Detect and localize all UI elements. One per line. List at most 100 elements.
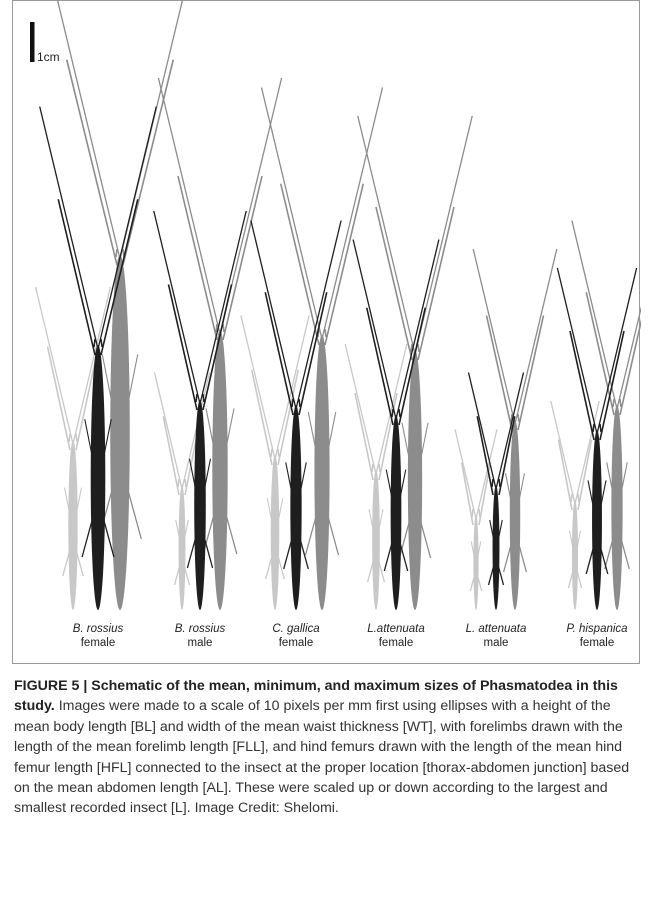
insect <box>34 286 112 610</box>
forelimb <box>279 183 320 346</box>
antenna <box>556 267 598 435</box>
mid-leg <box>475 541 482 566</box>
hind-leg <box>502 530 516 573</box>
forelimb <box>162 416 180 496</box>
hind-leg <box>72 538 84 577</box>
antenna <box>295 220 342 410</box>
hind-leg <box>97 498 115 558</box>
forelimb <box>46 346 71 451</box>
antenna <box>250 220 297 410</box>
caption: FIGURE 5 | Schematic of the mean, minimu… <box>14 676 640 819</box>
antenna <box>39 106 99 350</box>
hind-leg <box>119 460 142 540</box>
mid-leg <box>321 411 337 481</box>
forelimb <box>375 206 413 361</box>
antenna <box>97 106 157 350</box>
insect <box>352 239 440 610</box>
antenna <box>395 239 440 420</box>
hind-leg <box>186 521 201 569</box>
insect <box>550 400 600 610</box>
antenna <box>475 429 498 520</box>
antenna <box>375 343 408 475</box>
hind-leg <box>585 534 598 575</box>
antenna <box>472 248 516 425</box>
insect <box>157 77 283 610</box>
hind-leg <box>469 569 477 592</box>
forelimb <box>122 59 175 266</box>
antenna <box>157 77 221 335</box>
insect <box>357 115 473 610</box>
mid-leg <box>219 408 235 479</box>
antenna <box>56 0 121 260</box>
mid-leg <box>596 480 607 526</box>
antenna <box>616 305 641 410</box>
antenna <box>153 372 183 490</box>
head <box>570 493 580 503</box>
body <box>473 515 479 610</box>
mid-leg <box>205 408 221 479</box>
mid-leg <box>119 354 139 444</box>
body <box>571 500 579 610</box>
species-label: P. hispanica <box>566 623 627 635</box>
body <box>178 485 186 610</box>
insect <box>344 343 408 610</box>
scale-label: 1cm <box>37 50 60 64</box>
body <box>212 330 228 610</box>
mid-leg <box>375 509 384 545</box>
hind-leg <box>283 523 297 570</box>
insects <box>34 0 641 610</box>
figure: 1cm B. rossius female B. rossius male C. gal… <box>12 0 641 664</box>
body <box>492 485 500 610</box>
mid-leg <box>414 422 429 488</box>
body <box>407 350 423 610</box>
scale-bar <box>30 22 35 62</box>
body <box>290 405 302 610</box>
forelimb <box>365 307 394 426</box>
hind-leg <box>274 544 285 580</box>
antenna <box>181 372 211 490</box>
antenna <box>352 239 397 420</box>
hind-leg <box>62 538 74 577</box>
antenna <box>153 210 201 405</box>
sex-label: female <box>379 637 414 649</box>
hind-leg <box>295 523 309 570</box>
forelimb <box>100 199 139 356</box>
antenna <box>574 400 600 505</box>
hind-leg <box>514 530 528 573</box>
species-label: B. rossius <box>73 623 124 635</box>
forelimb <box>577 439 593 511</box>
mid-leg <box>606 462 618 514</box>
antenna <box>550 400 576 505</box>
hind-leg <box>495 557 505 586</box>
hind-leg <box>366 551 377 583</box>
forelimb <box>202 284 233 411</box>
mid-leg <box>489 519 497 552</box>
head <box>195 393 205 403</box>
hind-leg <box>596 534 609 575</box>
body <box>314 335 330 610</box>
hind-leg <box>265 544 276 580</box>
mid-leg <box>285 462 297 514</box>
mid-leg <box>616 462 628 514</box>
antenna <box>514 248 558 425</box>
mid-leg <box>274 498 284 538</box>
forelimb <box>250 369 273 466</box>
forelimb <box>417 206 455 361</box>
sex-label: female <box>81 637 116 649</box>
antenna <box>495 372 525 490</box>
mid-leg <box>97 419 112 486</box>
body <box>110 255 130 610</box>
forelimb <box>517 315 545 431</box>
species-label: C. gallica <box>272 623 319 635</box>
mid-leg <box>295 462 307 514</box>
head <box>68 433 78 443</box>
antenna <box>344 343 377 475</box>
body <box>194 400 206 610</box>
forelimb <box>65 59 118 266</box>
insect <box>472 248 558 610</box>
head <box>612 398 622 408</box>
mid-leg <box>84 419 99 486</box>
antenna <box>34 286 74 445</box>
mid-leg <box>266 498 276 538</box>
forelimb <box>167 284 198 411</box>
